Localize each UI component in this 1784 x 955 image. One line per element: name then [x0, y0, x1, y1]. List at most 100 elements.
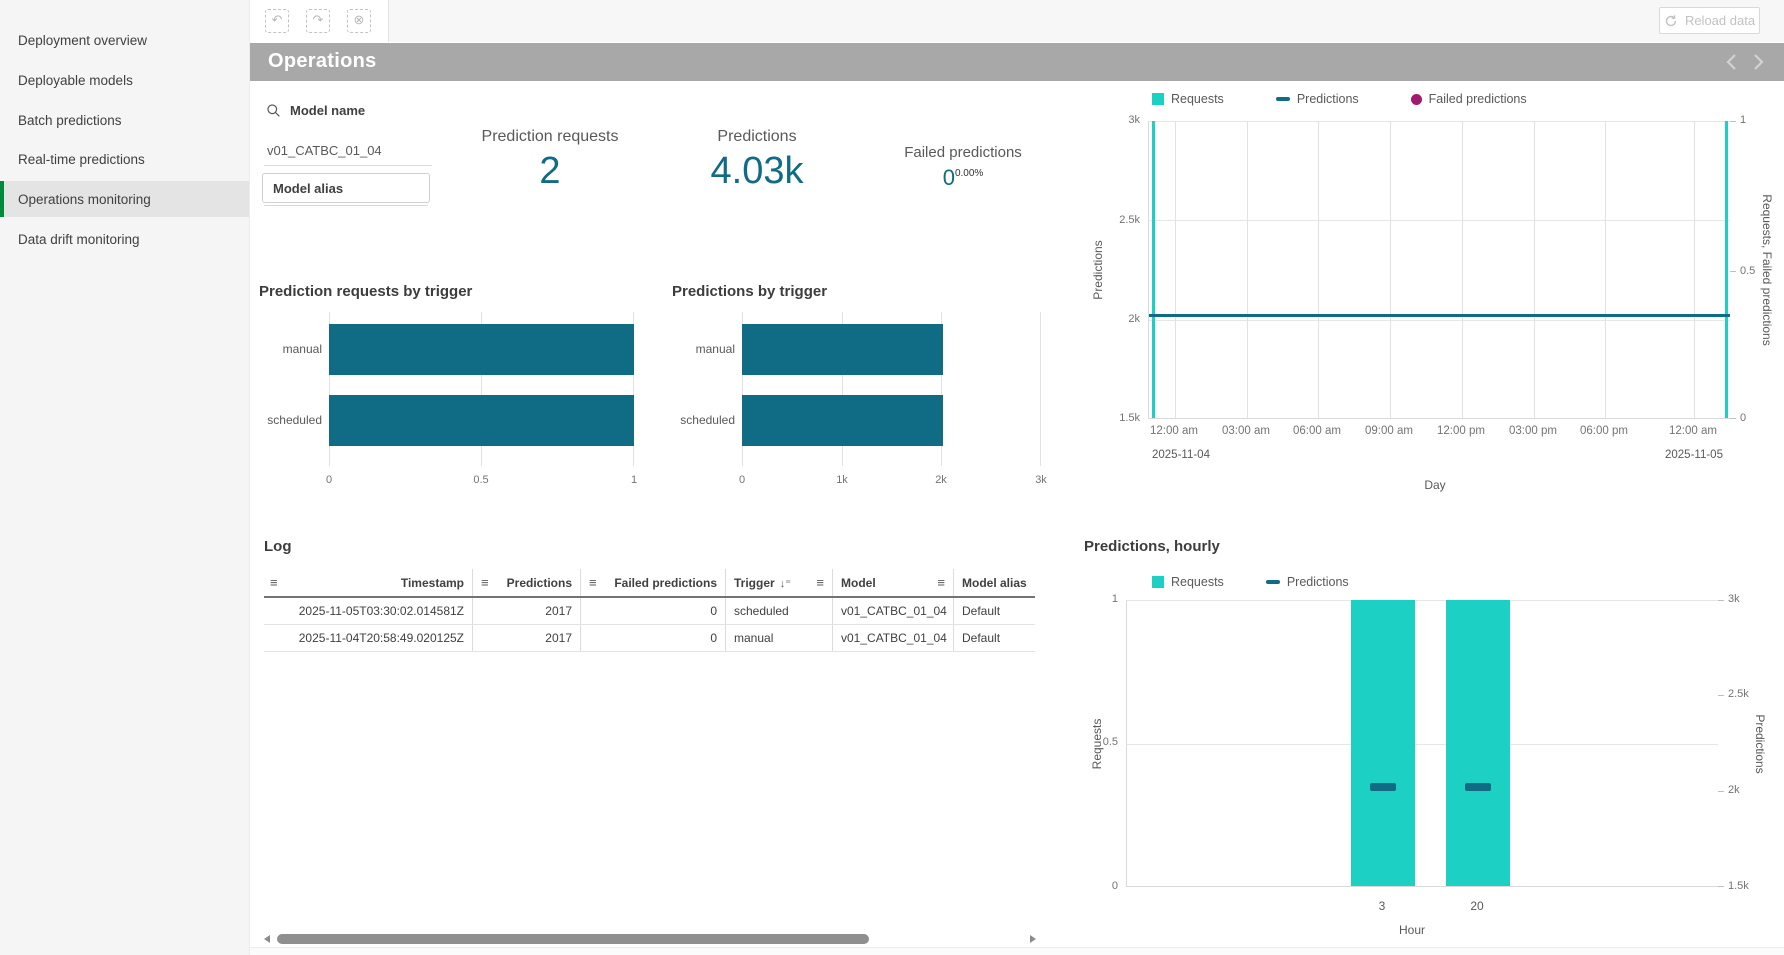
- y-left-tick: 0: [1111, 880, 1118, 892]
- legend-label: Predictions: [1296, 92, 1359, 106]
- kpi-predictions-value: 4.03k: [710, 150, 804, 192]
- cell-predictions[interactable]: 2017: [472, 625, 580, 651]
- cell-model-alias[interactable]: Default: [953, 625, 1035, 651]
- cell-timestamp[interactable]: 2025-11-05T03:30:02.014581Z: [298, 604, 464, 618]
- gridline: [1149, 319, 1730, 321]
- predictions-marker-hour-3[interactable]: [1370, 783, 1396, 792]
- predictions-hourly-chart[interactable]: [1126, 600, 1718, 887]
- next-sheet-chevron-icon[interactable]: [1753, 53, 1769, 71]
- y-left-tick: 2.5k: [1119, 214, 1140, 226]
- cell-predictions[interactable]: 2017: [472, 598, 580, 624]
- cell-trigger[interactable]: manual: [725, 625, 832, 651]
- column-menu-icon[interactable]: ≡: [937, 575, 945, 590]
- tick-mark: [1718, 791, 1724, 792]
- predictions-by-trigger-chart[interactable]: [742, 312, 1041, 466]
- requests-spike[interactable]: [1152, 121, 1155, 418]
- legend-item-requests[interactable]: Requests: [1152, 92, 1224, 106]
- y-left-tick: 0.5: [1102, 736, 1118, 748]
- requests-spike[interactable]: [1725, 121, 1728, 418]
- scroll-right-arrow[interactable]: [1030, 935, 1036, 943]
- y-left-tick: 2k: [1128, 313, 1140, 325]
- kpi-failed-predictions-percent: 0.00%: [954, 168, 984, 179]
- table-row[interactable]: 2025-11-05T03:30:02.014581Z 2017 0 sched…: [264, 598, 1035, 625]
- column-menu-icon[interactable]: ≡: [816, 575, 824, 590]
- selection-toolbar: ↶ ↷ ⊗: [250, 0, 389, 42]
- column-header-predictions[interactable]: ≡ Predictions: [472, 569, 580, 596]
- prediction-requests-by-trigger-chart[interactable]: [329, 312, 634, 466]
- bar-hour-20[interactable]: [1446, 600, 1510, 886]
- column-header-model-alias[interactable]: Model alias: [953, 569, 1035, 596]
- gridline: [1149, 220, 1730, 222]
- model-name-selected-value[interactable]: v01_CATBC_01_04: [267, 143, 382, 158]
- chart-title-predictions-by-trigger: Predictions by trigger: [672, 283, 828, 300]
- column-menu-icon[interactable]: ≡: [481, 575, 489, 590]
- column-label: Trigger: [734, 575, 775, 590]
- step-forward-selection-icon[interactable]: ↷: [306, 9, 330, 33]
- bar-scheduled[interactable]: [329, 395, 634, 446]
- step-back-selection-icon[interactable]: ↶: [265, 9, 289, 33]
- gridline: [1390, 121, 1391, 418]
- requests-predictions-by-day-chart[interactable]: [1148, 121, 1730, 419]
- sidebar-item-operations-monitoring[interactable]: Operations monitoring: [0, 181, 249, 217]
- gridline: [633, 312, 634, 466]
- sidebar-item-realtime-predictions[interactable]: Real-time predictions: [0, 141, 249, 177]
- cell-timestamp[interactable]: 2025-11-04T20:58:49.020125Z: [298, 631, 464, 645]
- gridline: [1040, 312, 1041, 466]
- reload-data-button[interactable]: Reload data: [1659, 7, 1760, 34]
- y-left-tick: 3k: [1128, 114, 1140, 126]
- kpi-predictions-label: Predictions: [717, 128, 797, 145]
- column-header-trigger[interactable]: Trigger ↓⁼ ≡: [725, 569, 832, 596]
- legend-item-predictions[interactable]: Predictions: [1275, 92, 1359, 106]
- sidebar-item-deployment-overview[interactable]: Deployment overview: [0, 22, 249, 58]
- model-alias-label: Model alias: [273, 180, 344, 196]
- scroll-left-arrow[interactable]: [264, 935, 270, 943]
- category-label: manual: [695, 342, 735, 356]
- clear-selections-icon[interactable]: ⊗: [347, 9, 371, 33]
- y-right-axis-title: Predictions: [1753, 714, 1767, 774]
- tick-mark: [1718, 886, 1724, 887]
- bar-manual[interactable]: [329, 324, 634, 375]
- sheet-title: Operations: [268, 50, 377, 72]
- cell-model[interactable]: v01_CATBC_01_04: [832, 625, 953, 651]
- kpi-failed-predictions-value: 0: [942, 165, 955, 190]
- legend-item-predictions[interactable]: Predictions: [1265, 575, 1349, 589]
- kpi-prediction-requests-value: 2: [539, 150, 561, 192]
- sidebar-item-label: Data drift monitoring: [18, 231, 140, 247]
- cell-failed-predictions[interactable]: 0: [580, 598, 725, 624]
- column-header-failed-predictions[interactable]: ≡ Failed predictions: [580, 569, 725, 596]
- x-tick: 06:00 pm: [1580, 425, 1628, 437]
- cell-trigger[interactable]: scheduled: [725, 598, 832, 624]
- scrollbar-thumb[interactable]: [277, 934, 869, 944]
- bar-scheduled[interactable]: [742, 395, 944, 446]
- cell-model[interactable]: v01_CATBC_01_04: [832, 598, 953, 624]
- sidebar-item-deployable-models[interactable]: Deployable models: [0, 62, 249, 98]
- column-menu-icon[interactable]: ≡: [270, 575, 278, 590]
- sidebar-item-label: Operations monitoring: [18, 191, 151, 207]
- predictions-line[interactable]: [1149, 314, 1730, 317]
- kpi-failed-predictions-value-group: 0 0.00%: [943, 165, 984, 191]
- sidebar-item-data-drift-monitoring[interactable]: Data drift monitoring: [0, 221, 249, 257]
- model-name-filter[interactable]: Model name: [266, 103, 365, 118]
- legend-item-failed-predictions[interactable]: Failed predictions: [1410, 92, 1527, 106]
- legend-item-requests[interactable]: Requests: [1152, 575, 1224, 589]
- previous-sheet-chevron-icon[interactable]: [1726, 53, 1742, 71]
- predictions-marker-hour-20[interactable]: [1465, 783, 1491, 792]
- sort-descending-icon[interactable]: ↓⁼: [779, 577, 791, 590]
- y-left-tick: 1.5k: [1119, 412, 1140, 424]
- sidebar-item-label: Deployable models: [18, 72, 133, 88]
- legend-swatch-failed-predictions: [1410, 93, 1422, 105]
- x-date-label: 2025-11-05: [1665, 449, 1723, 461]
- cell-model-alias[interactable]: Default: [953, 598, 1035, 624]
- column-menu-icon[interactable]: ≡: [589, 575, 597, 590]
- cell-failed-predictions[interactable]: 0: [580, 625, 725, 651]
- model-alias-filter[interactable]: Model alias: [262, 173, 430, 203]
- column-header-model[interactable]: Model ≡: [832, 569, 953, 596]
- y-right-tick: 0.5: [1740, 265, 1756, 277]
- column-header-timestamp[interactable]: Timestamp: [292, 569, 472, 596]
- gridline: [1462, 121, 1463, 418]
- sidebar-item-batch-predictions[interactable]: Batch predictions: [0, 102, 249, 138]
- bar-manual[interactable]: [742, 324, 944, 375]
- table-row[interactable]: 2025-11-04T20:58:49.020125Z 2017 0 manua…: [264, 625, 1035, 652]
- horizontal-scrollbar[interactable]: [264, 932, 1036, 946]
- bar-hour-3[interactable]: [1351, 600, 1415, 886]
